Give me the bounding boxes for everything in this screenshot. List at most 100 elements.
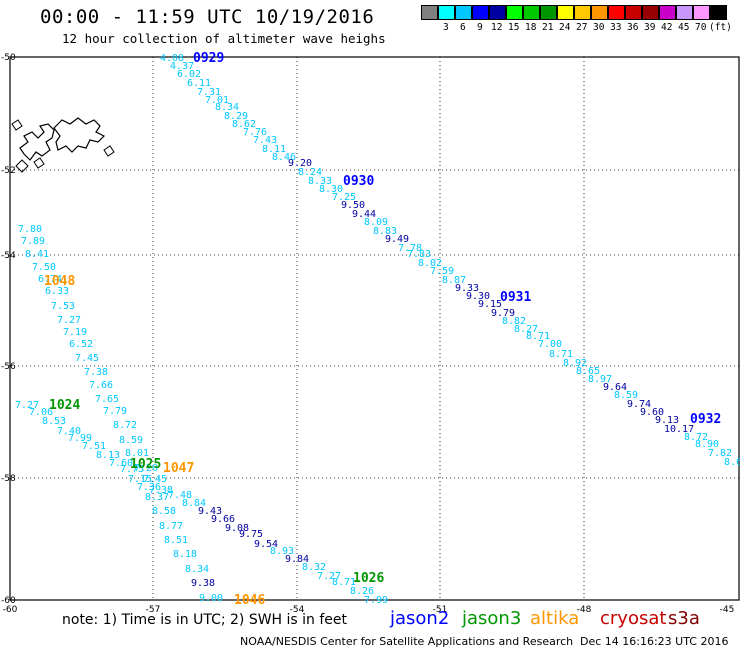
wave-height-label: 7.20 <box>134 463 158 474</box>
wave-height-label: 7.00 <box>538 339 562 350</box>
latitude-tick-label: -54 <box>1 251 16 261</box>
wave-height-label: 7.40 <box>57 426 81 437</box>
latitude-tick-label: -60 <box>1 596 16 606</box>
pass-time-label: 1025 <box>130 457 161 472</box>
latitude-tick-label: -50 <box>1 53 16 63</box>
wave-height-label: 7.99 <box>68 433 92 444</box>
wave-height-label: 8.93 <box>270 546 294 557</box>
page-subtitle: 12 hour collection of altimeter wave hei… <box>62 31 386 46</box>
island-small-3 <box>33 157 45 169</box>
wave-height-label: 9.66 <box>211 514 235 525</box>
wave-height-label: 6.74 <box>38 274 62 285</box>
wave-height-label: 9.30 <box>466 291 490 302</box>
wave-height-label: 7.01 <box>205 95 229 106</box>
color-scale-swatch <box>506 5 523 20</box>
wave-height-label: 7.60 <box>109 458 133 469</box>
wave-height-label: 8.37 <box>145 492 169 503</box>
longitude-tick-label: -57 <box>146 605 161 615</box>
color-scale-label: 12 <box>491 22 503 33</box>
color-scale-label: 9 <box>477 22 483 33</box>
longitude-tick-label: -45 <box>720 605 735 615</box>
wave-height-label: 9.15 <box>478 299 502 310</box>
wave-height-label: 9.79 <box>491 308 515 319</box>
wave-height-label: 7.27 <box>15 400 39 411</box>
wave-height-label: 8.92 <box>563 358 587 369</box>
wave-height-label: 8.71 <box>549 349 573 360</box>
credit-line: NOAA/NESDIS Center for Satellite Applica… <box>240 635 574 648</box>
wave-height-label: 8.84 <box>182 498 206 509</box>
wave-height-label: 8.82 <box>502 316 526 327</box>
longitude-tick-label: -48 <box>577 605 592 615</box>
wave-height-label: 7.06 <box>29 407 53 418</box>
wave-height-label: 9.00 <box>199 593 223 604</box>
legend-jason3: jason3 <box>462 608 522 629</box>
wave-height-label: 8.59 <box>614 390 638 401</box>
latitude-tick-label: -58 <box>1 474 16 484</box>
map-frame <box>9 56 740 601</box>
wave-height-label: 8.97 <box>588 374 612 385</box>
wave-height-label: 8.26 <box>350 586 374 597</box>
wave-height-label: 7.45 <box>75 353 99 364</box>
wave-height-label: 6.33 <box>45 286 69 297</box>
color-scale-swatch <box>574 5 591 20</box>
longitude-tick-label: -60 <box>3 605 18 615</box>
wave-height-label: 6.02 <box>177 69 201 80</box>
wave-height-label: 8.34 <box>185 564 209 575</box>
wave-height-label: 7.80 <box>18 224 42 235</box>
wave-height-label: 7.53 <box>51 301 75 312</box>
wave-height-label: 7.78 <box>398 243 422 254</box>
wave-height-label: 7.27 <box>317 571 341 582</box>
longitude-tick-label: -51 <box>433 605 448 615</box>
wave-height-label: 7.36 <box>137 482 161 493</box>
color-scale-swatch <box>438 5 455 20</box>
color-scale-swatch <box>455 5 472 20</box>
wave-height-label: 9.54 <box>254 539 278 550</box>
west-falkland-outline <box>19 123 55 161</box>
wave-height-label: 8.24 <box>298 167 322 178</box>
wave-height-label: 9.49 <box>385 234 409 245</box>
color-scale-swatch <box>625 5 642 20</box>
wave-height-label: 8.13 <box>96 450 120 461</box>
color-scale-swatch <box>710 5 727 20</box>
wave-height-label: 8.6 <box>724 457 740 468</box>
wave-height-label: 8.18 <box>173 549 197 560</box>
wave-height-label: 8.71 <box>332 577 356 588</box>
wave-height-label: 6.11 <box>187 78 211 89</box>
wave-height-label: 8.09 <box>364 217 388 228</box>
wave-height-label: 8.02 <box>418 258 442 269</box>
page-title: 00:00 - 11:59 UTC 10/19/2016 <box>40 6 375 28</box>
wave-height-label: 7.65 <box>95 394 119 405</box>
wave-height-label: 9.60 <box>640 407 664 418</box>
wave-height-label: 9.08 <box>225 523 249 534</box>
wave-height-label: 7.75 <box>120 464 144 475</box>
wave-height-label: 8.33 <box>308 176 332 187</box>
wave-height-label: 6.52 <box>69 339 93 350</box>
wave-height-label: 7.38 <box>84 367 108 378</box>
wave-height-label: 7.48 <box>168 490 192 501</box>
wave-height-label: 8.58 <box>152 506 176 517</box>
color-scale-label: 42 <box>661 22 673 33</box>
color-scale-swatch <box>421 5 438 20</box>
wave-height-label: 7.15 <box>128 474 152 485</box>
legend-cryosat: cryosat <box>600 608 667 629</box>
wave-height-label: 7.83 <box>407 249 431 260</box>
wave-height-label: 10.17 <box>664 424 694 435</box>
color-scale-label: 30 <box>593 22 605 33</box>
island-small-4 <box>103 145 115 157</box>
wave-height-label: 8.01 <box>125 448 149 459</box>
color-scale-swatch <box>676 5 693 20</box>
wave-height-label: 7.43 <box>253 135 277 146</box>
wave-height-label: 8.53 <box>42 416 66 427</box>
wave-height-label: 8.83 <box>373 226 397 237</box>
color-scale-swatch <box>557 5 574 20</box>
wave-height-label: 8.65 <box>576 366 600 377</box>
wave-height-label: 7.19 <box>63 327 87 338</box>
wave-height-label: 7.31 <box>197 87 221 98</box>
wave-height-label: 7.82 <box>708 448 732 459</box>
wave-height-label: 7.89 <box>21 236 45 247</box>
wave-height-label: 7.38 <box>149 485 173 496</box>
pass-time-label: 1047 <box>163 461 194 476</box>
wave-height-label: 4.08 <box>160 53 184 64</box>
legend-altika: altika <box>530 608 580 629</box>
